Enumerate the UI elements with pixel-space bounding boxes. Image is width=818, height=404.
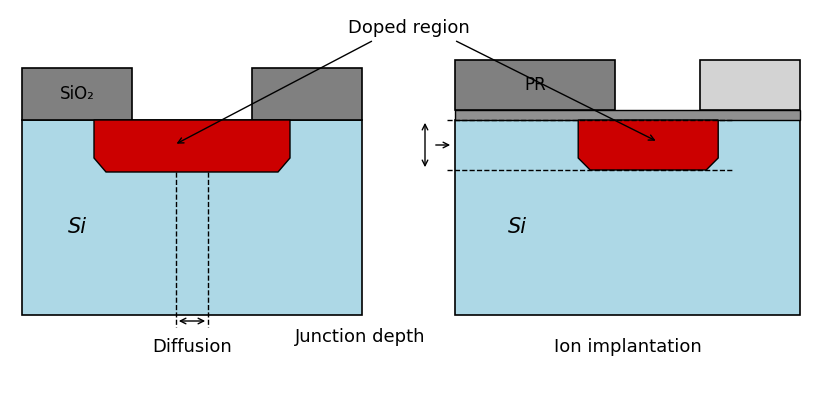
- Bar: [22, 68, 132, 120]
- Text: Doped region: Doped region: [348, 19, 470, 37]
- Polygon shape: [94, 120, 290, 172]
- Text: SiO₂: SiO₂: [60, 85, 94, 103]
- Text: Si: Si: [68, 217, 87, 237]
- Text: Diffusion: Diffusion: [152, 338, 231, 356]
- Polygon shape: [578, 120, 718, 170]
- Text: Si: Si: [507, 217, 527, 237]
- Bar: [455, 120, 800, 315]
- Text: Ion implantation: Ion implantation: [554, 338, 701, 356]
- Text: PR: PR: [524, 76, 546, 94]
- Bar: [455, 110, 800, 120]
- Bar: [455, 60, 615, 110]
- Bar: [700, 60, 800, 110]
- Text: Junction depth: Junction depth: [294, 328, 425, 346]
- Bar: [252, 68, 362, 120]
- Bar: [22, 120, 362, 315]
